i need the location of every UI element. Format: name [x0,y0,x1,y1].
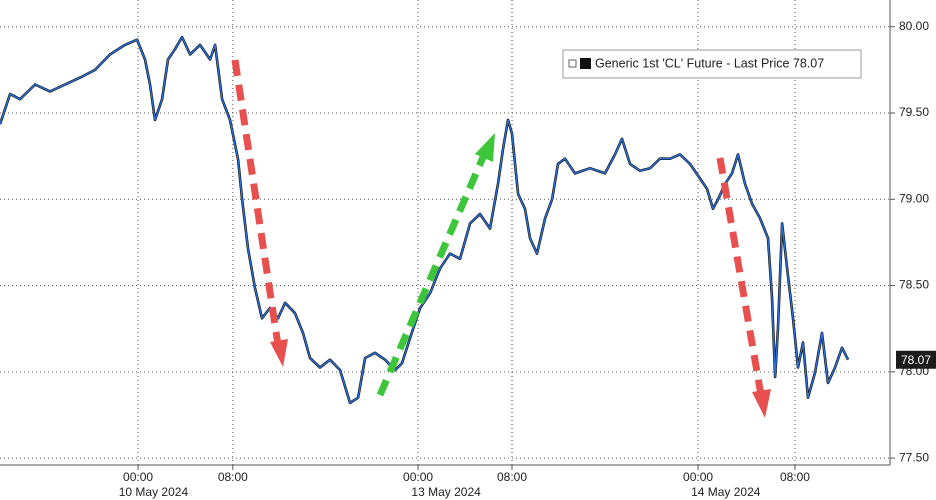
legend-swatch [580,58,591,69]
y-tick-label: 77.50 [899,450,929,464]
date-label: 10 May 2024 [119,485,189,499]
arrow [376,153,488,397]
arrow [716,157,765,396]
last-price-badge [896,350,936,369]
x-tick-label: 08:00 [497,470,527,484]
date-label: 13 May 2024 [411,485,481,499]
x-tick-label: 00:00 [403,470,433,484]
arrow-head [475,133,495,162]
x-tick-label: 08:00 [780,470,810,484]
x-tick-label: 08:00 [218,470,248,484]
arrow [231,59,282,346]
y-tick-label: 78.50 [899,278,929,292]
last-price-label: 78.07 [901,353,931,367]
y-tick-label: 79.50 [899,105,929,119]
legend: Generic 1st 'CL' Future - Last Price 78.… [562,49,862,79]
x-tick-label: 00:00 [123,470,153,484]
legend-box [562,49,862,79]
grid [0,0,890,465]
series [0,35,850,405]
y-tick-label: 80.00 [899,19,929,33]
date-label: 14 May 2024 [691,485,761,499]
legend-label: Generic 1st 'CL' Future - Last Price 78.… [595,56,824,70]
arrow-head [270,339,288,367]
y-tick-label: 79.00 [899,191,929,205]
annotations [231,59,771,418]
legend-toggle [568,59,577,68]
arrow-head [752,389,771,418]
price-line [0,36,849,404]
x-tick-label: 00:00 [683,470,713,484]
